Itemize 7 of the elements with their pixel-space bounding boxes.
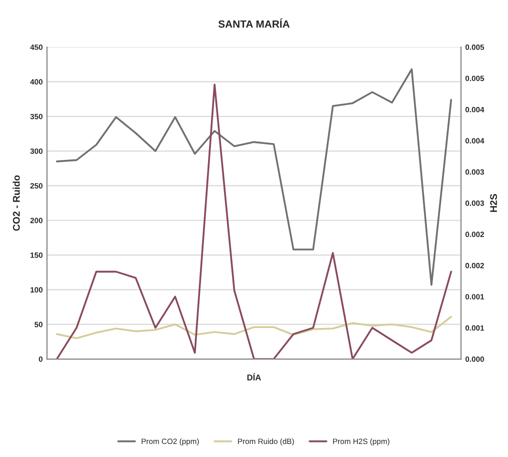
line-series [56,316,452,340]
chart-title: SANTA MARÍA [218,18,290,28]
y2-axis-title: H2S [490,194,497,212]
y-axis-title: CO2 - Ruido [12,175,20,231]
x-axis-title: DÍA [247,372,261,380]
line-series [56,84,452,360]
line-series [56,68,452,286]
